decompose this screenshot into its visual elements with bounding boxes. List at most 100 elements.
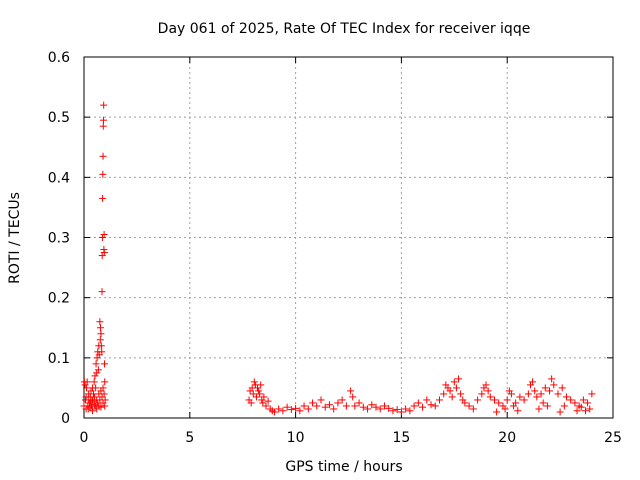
data-points xyxy=(80,101,596,416)
data-point xyxy=(296,407,304,415)
data-point xyxy=(334,399,342,407)
data-point xyxy=(450,378,458,386)
data-point xyxy=(406,407,414,415)
y-tick-label: 0.4 xyxy=(48,170,70,186)
data-point xyxy=(516,393,524,401)
data-point xyxy=(372,403,380,411)
data-point xyxy=(560,402,568,410)
data-point xyxy=(249,390,257,398)
data-point xyxy=(99,122,107,130)
x-tick-label: 15 xyxy=(392,430,410,446)
data-point xyxy=(97,324,105,332)
data-point xyxy=(300,402,308,410)
y-tick-label: 0 xyxy=(61,411,70,427)
data-point xyxy=(554,390,562,398)
data-point xyxy=(385,404,393,412)
data-point xyxy=(256,390,264,398)
data-point xyxy=(283,403,291,411)
data-point xyxy=(586,405,594,413)
y-tick-label: 0.1 xyxy=(48,351,70,367)
x-axis-ticks: 0 5 10 15 20 25 xyxy=(80,57,622,446)
data-point xyxy=(101,378,109,386)
data-point xyxy=(250,378,258,386)
y-axis-label: ROTI / TECUs xyxy=(7,192,23,284)
data-point xyxy=(414,399,422,407)
data-point xyxy=(543,402,551,410)
data-point xyxy=(457,390,465,398)
y-tick-label: 0.5 xyxy=(48,110,70,126)
data-point xyxy=(541,384,549,392)
data-point xyxy=(402,405,410,413)
data-point xyxy=(94,366,102,374)
data-point xyxy=(98,234,106,241)
data-point xyxy=(351,402,359,410)
data-point xyxy=(247,399,255,407)
y-tick-label: 0.3 xyxy=(48,231,70,247)
data-point xyxy=(101,402,109,410)
data-point xyxy=(82,393,90,401)
data-point xyxy=(579,396,587,404)
data-point xyxy=(435,396,443,404)
data-point xyxy=(577,403,585,411)
data-point xyxy=(264,397,272,405)
data-point xyxy=(410,402,418,410)
data-point xyxy=(91,372,99,380)
data-point xyxy=(90,378,98,386)
data-point xyxy=(573,407,581,415)
data-point xyxy=(520,396,528,404)
data-point xyxy=(584,399,592,407)
data-point xyxy=(501,405,509,413)
data-point xyxy=(514,407,522,415)
data-point xyxy=(252,393,260,401)
data-point xyxy=(321,403,329,411)
data-point xyxy=(364,405,372,413)
data-point xyxy=(486,393,494,401)
y-tick-label: 0.6 xyxy=(48,50,70,66)
data-point xyxy=(376,405,384,413)
data-point xyxy=(292,404,300,412)
data-point xyxy=(97,403,105,411)
data-point xyxy=(342,402,350,410)
data-point xyxy=(484,387,492,395)
data-point xyxy=(529,378,537,386)
data-point xyxy=(571,399,579,407)
data-point xyxy=(446,387,454,395)
data-point xyxy=(524,390,532,398)
data-point xyxy=(92,360,100,368)
data-point xyxy=(275,405,283,413)
chart-title: Day 061 of 2025, Rate Of TEC Index for r… xyxy=(158,21,531,37)
data-point xyxy=(355,399,363,407)
data-point xyxy=(503,396,511,404)
grid-lines xyxy=(84,57,613,418)
data-point xyxy=(531,387,539,395)
data-point xyxy=(535,405,543,413)
data-point xyxy=(255,387,263,395)
data-point xyxy=(257,381,265,389)
data-point xyxy=(99,170,107,178)
data-point xyxy=(330,405,338,413)
data-point xyxy=(478,390,486,398)
data-point xyxy=(507,390,515,398)
data-point xyxy=(419,403,427,411)
data-point xyxy=(99,152,107,160)
data-point xyxy=(359,403,367,411)
data-point xyxy=(325,401,333,409)
data-point xyxy=(588,390,596,398)
data-point xyxy=(99,384,107,392)
data-point xyxy=(581,407,589,415)
x-tick-label: 5 xyxy=(185,430,194,446)
data-point xyxy=(349,393,357,401)
data-point xyxy=(99,194,107,202)
data-point xyxy=(86,399,94,407)
data-point xyxy=(100,390,108,398)
data-point xyxy=(309,399,317,407)
data-point xyxy=(279,407,287,415)
data-point xyxy=(461,399,469,407)
x-tick-label: 10 xyxy=(287,430,305,446)
data-point xyxy=(259,399,267,407)
data-point xyxy=(389,407,397,415)
data-point xyxy=(96,336,104,344)
data-point xyxy=(556,408,564,416)
x-axis-label: GPS time / hours xyxy=(285,459,402,475)
